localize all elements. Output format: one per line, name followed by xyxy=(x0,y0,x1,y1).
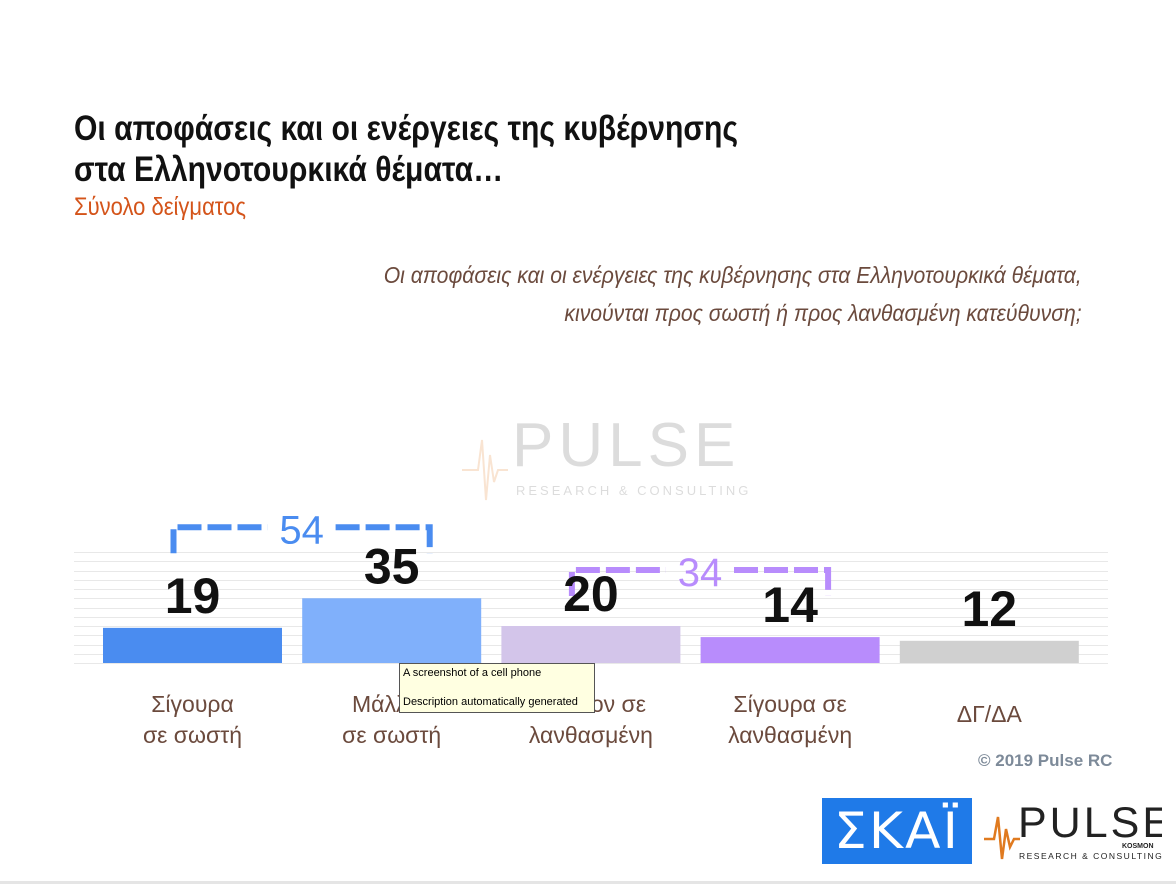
group-brackets: 54 34 xyxy=(170,508,832,596)
skai-logo: ΣΚΑΪ xyxy=(822,798,972,864)
pulse-logo: PULSE KOSMON RESEARCH & CONSULTING xyxy=(982,795,1171,867)
survey-question: Οι αποφάσεις και οι ενέργειες της κυβέρν… xyxy=(384,256,1082,332)
category-label: σε σωστή xyxy=(342,722,441,748)
bar xyxy=(899,640,1079,663)
page-subtitle: Σύνολο δείγματος xyxy=(74,193,247,221)
bar xyxy=(103,627,282,663)
bar xyxy=(700,637,880,663)
value-labels: 19 35 20 14 12 xyxy=(165,538,1017,637)
category-label: λανθασμένη xyxy=(529,722,653,748)
chart-bars xyxy=(103,598,1079,663)
category-label: Σίγουρα xyxy=(151,691,234,717)
question-line-1: Οι αποφάσεις και οι ενέργειες της κυβέρν… xyxy=(384,262,1082,288)
group-total-label: 54 xyxy=(279,508,324,552)
value-label: 12 xyxy=(961,581,1017,637)
title-line-1: Οι αποφάσεις και οι ενέργειες της κυβέρν… xyxy=(74,109,739,148)
group-total-label: 34 xyxy=(678,551,723,595)
pulse-logo-tagline: RESEARCH & CONSULTING xyxy=(1019,851,1162,861)
category-label: Σίγουρα σε xyxy=(733,691,846,717)
group-bracket-right xyxy=(335,524,433,554)
copyright-text: © 2019 Pulse RC xyxy=(978,751,1113,770)
group-bracket-right xyxy=(734,567,832,596)
pulse-logo-line xyxy=(984,816,1020,860)
question-line-2: κινούνται προς σωστή ή προς λανθασμένη κ… xyxy=(564,300,1082,326)
watermark-name: PULSE xyxy=(512,411,740,480)
title-line-2: στα Ελληνοτουρκικά θέματα… xyxy=(74,150,504,189)
pulse-logo-small: KOSMON xyxy=(1122,843,1154,850)
bar xyxy=(501,626,681,663)
image-tooltip: A screenshot of a cell phone Description… xyxy=(399,663,595,713)
tooltip-line-2: Description automatically generated xyxy=(403,696,578,708)
value-label: 19 xyxy=(165,568,221,624)
category-label: λανθασμένη xyxy=(728,722,852,748)
watermark-pulse-line xyxy=(462,439,508,501)
group-bracket-left xyxy=(170,524,268,554)
pulse-watermark: PULSE RESEARCH & CONSULTING xyxy=(462,411,751,501)
value-label: 20 xyxy=(563,566,619,622)
footer-divider xyxy=(0,881,1176,884)
bar xyxy=(302,598,482,663)
category-label: σε σωστή xyxy=(143,722,242,748)
pulse-logo-name: PULSE xyxy=(1018,799,1162,847)
tooltip-line-1: A screenshot of a cell phone xyxy=(403,667,542,679)
value-label: 35 xyxy=(364,538,420,594)
category-label: ΔΓ/ΔΑ xyxy=(957,701,1023,727)
watermark-tagline: RESEARCH & CONSULTING xyxy=(516,483,751,498)
skai-logo-text: ΣΚΑΪ xyxy=(834,802,960,860)
page-title: Οι αποφάσεις και οι ενέργειες της κυβέρν… xyxy=(74,108,738,190)
group-bracket-left xyxy=(568,567,666,596)
value-label: 14 xyxy=(762,577,818,633)
